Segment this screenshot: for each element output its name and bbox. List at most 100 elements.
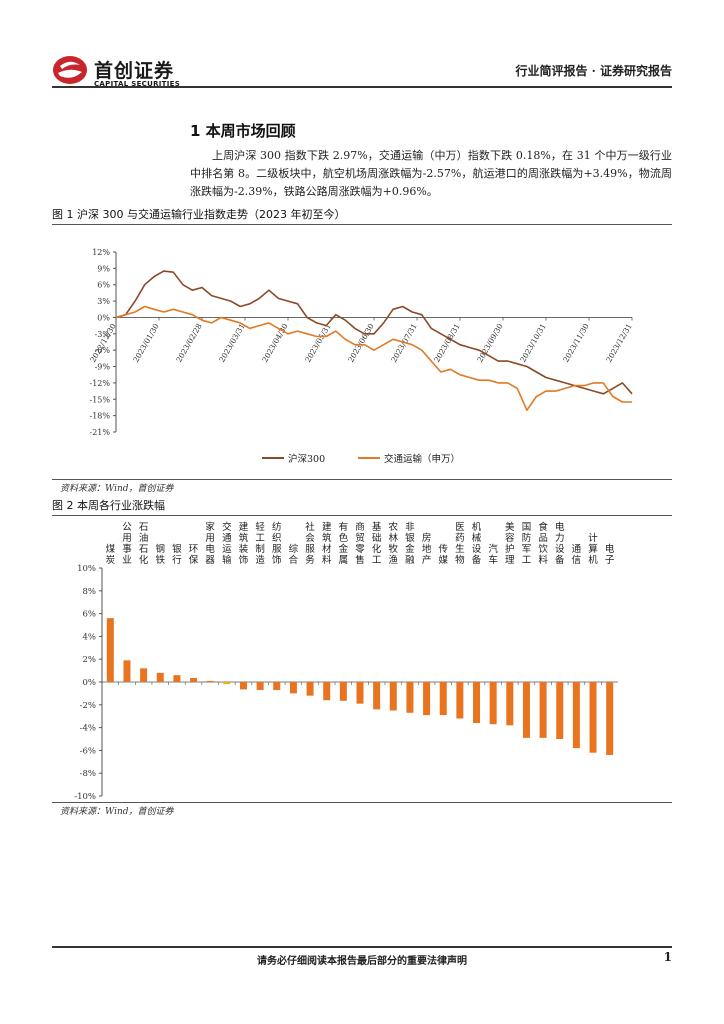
y-tick-label: 4% — [83, 632, 97, 642]
y-tick-label: -8% — [80, 769, 96, 779]
bar-汽车 — [489, 682, 497, 725]
section-paragraph: 上周沪深 300 指数下跌 2.97%，交通运输（中万）指数下跌 0.18%，在… — [190, 149, 672, 198]
logo-mark-icon — [53, 56, 87, 84]
bar-电子 — [606, 682, 614, 755]
x-tick-label: 2022/12/30 — [88, 322, 118, 364]
bar-传媒 — [439, 682, 447, 716]
category-label: 电力设备 — [555, 521, 565, 566]
figure1-source: 资料来源：Wind，首创证券 — [60, 484, 174, 494]
figure2-top-rule — [52, 515, 672, 516]
figure2-source: 资料来源：Wind，首创证券 — [60, 807, 174, 817]
figure2-title: 图 2 本周各行业涨跌幅 — [52, 499, 165, 512]
series-line-1 — [115, 305, 632, 411]
category-label: 建筑装饰 — [239, 521, 249, 566]
x-tick-label: 2023/03/31 — [217, 322, 246, 364]
logo-text-en: CAPITAL SECURITIES — [94, 80, 181, 88]
x-tick-label: 2023/09/30 — [475, 322, 505, 364]
y-tick-label: -4% — [80, 724, 96, 734]
bar-煤炭 — [106, 618, 114, 682]
category-label: 美容护理 — [505, 521, 515, 566]
category-label: 计算机 — [588, 532, 598, 566]
bar-轻工制造 — [256, 682, 264, 690]
category-label: 汽车 — [488, 543, 498, 566]
bar-商贸零售 — [356, 682, 364, 704]
category-label: 建筑材料 — [322, 521, 332, 566]
bar-基础化工 — [373, 682, 381, 710]
y-tick-label: 8% — [83, 587, 97, 597]
bar-房地产 — [423, 682, 431, 716]
section-title: 1 本周市场回顾 — [190, 122, 296, 140]
bar-建筑装饰 — [239, 682, 247, 690]
bar-石油石化 — [140, 668, 148, 682]
y-tick-label: 2% — [83, 655, 97, 665]
category-label: 电子 — [605, 543, 615, 566]
category-label: 医药生物 — [455, 522, 465, 566]
page-number: 1 — [663, 950, 672, 964]
category-label: 交通运输 — [222, 521, 232, 566]
bar-家用电器 — [206, 680, 214, 682]
y-tick-label: -2% — [80, 701, 96, 711]
bar-钢铁 — [156, 672, 164, 682]
y-tick-label: 12% — [92, 248, 110, 257]
figure2-bottom-rule — [52, 802, 672, 803]
legal-notice: 请务必仔细阅读本报告最后部分的重要法律声明 — [257, 956, 467, 967]
x-tick-label: 2023/11/30 — [561, 322, 591, 364]
figure1-top-rule — [52, 224, 672, 225]
y-tick-label: -3% — [95, 330, 111, 339]
bar-医药生物 — [456, 682, 464, 719]
category-label: 有色金属 — [339, 521, 349, 566]
y-tick-label: -9% — [95, 363, 111, 372]
category-label: 农林牧渔 — [389, 521, 399, 566]
bar-通信 — [572, 682, 580, 749]
logo-text-cn: 首创证券 — [94, 60, 175, 82]
bar-银行 — [173, 675, 181, 682]
y-tick-label: 6% — [97, 281, 110, 290]
y-tick-label: -12% — [90, 379, 111, 388]
y-tick-label: -21% — [90, 428, 111, 437]
category-label: 钢铁 — [156, 543, 166, 566]
x-tick-label: 2023/05/31 — [303, 322, 332, 364]
category-label: 纺织服饰 — [272, 521, 282, 566]
figure1-title: 图 1 沪深 300 与交通运输行业指数走势（2023 年初至今） — [52, 208, 346, 221]
bar-农林牧渔 — [389, 682, 397, 711]
category-label: 传媒 — [438, 543, 448, 566]
y-tick-label: 0% — [83, 678, 97, 688]
category-label: 通信 — [572, 544, 582, 566]
bar-chart: 10% 8% 6% 4% 2% 0% -2% -4% -6% -8% -10% 煤炭公用事业石油石化… — [74, 521, 618, 802]
report-type-label: 行业简评报告 · 证券研究报告 — [515, 64, 672, 78]
bar-有色金属 — [339, 682, 347, 701]
series-line-0 — [115, 270, 633, 395]
x-tick-label: 2023/12/31 — [604, 322, 633, 364]
bar-非银金融 — [406, 682, 414, 713]
bar-计算机 — [589, 682, 597, 753]
category-label: 综合 — [289, 543, 299, 566]
bar-食品饮料 — [539, 682, 547, 738]
y-tick-label: 0% — [97, 313, 110, 322]
legend-label-0: 沪深300 — [288, 453, 325, 465]
category-label: 基础化工 — [372, 521, 382, 566]
footer-divider — [52, 946, 672, 948]
category-label: 非银金融 — [405, 521, 415, 566]
figure1-bottom-rule — [52, 479, 672, 480]
category-label: 银行 — [172, 543, 182, 566]
y-tick-label: -6% — [95, 346, 111, 355]
y-tick-label: 10% — [77, 564, 96, 574]
bar-建筑材料 — [323, 682, 331, 701]
category-label: 食品饮料 — [538, 521, 548, 566]
bar-美容护理 — [506, 682, 514, 726]
category-label: 社会服务 — [305, 521, 315, 566]
bar-环保 — [190, 678, 198, 682]
bar-综合 — [289, 682, 297, 694]
category-label: 公用事业 — [122, 522, 132, 566]
y-tick-label: -15% — [90, 395, 111, 404]
category-label: 石油石化 — [139, 522, 149, 566]
bar-交通运输 — [223, 682, 231, 685]
line-chart: 12% 9% 6% 3% 0% -3% -6% -9% -12% -15% -18% -21% 202… — [88, 248, 633, 465]
y-tick-label: -18% — [90, 412, 111, 421]
bar-国防军工 — [522, 682, 530, 738]
header-divider — [52, 86, 672, 88]
y-tick-label: 9% — [97, 264, 110, 273]
category-label: 房地产 — [422, 532, 432, 566]
category-label: 轻工制造 — [255, 521, 265, 566]
category-label: 煤炭 — [106, 543, 116, 566]
